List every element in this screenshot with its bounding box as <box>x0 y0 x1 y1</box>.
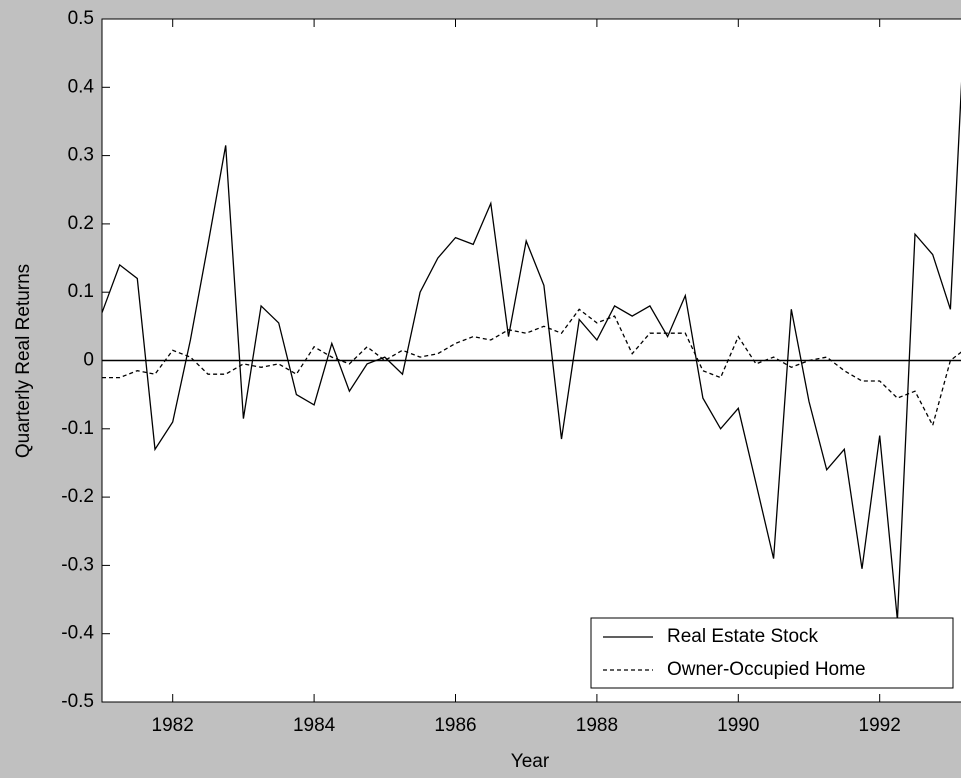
legend-label: Owner-Occupied Home <box>667 659 866 680</box>
legend-box <box>590 617 954 689</box>
y-tick-label: 0 <box>83 350 94 371</box>
y-tick-label: 0.4 <box>68 76 95 97</box>
y-tick-label: -0.5 <box>61 691 94 712</box>
y-tick-label: 0.3 <box>68 145 94 166</box>
y-tick-label: -0.4 <box>61 623 94 644</box>
y-tick-label: -0.3 <box>61 554 94 575</box>
series-line <box>102 81 961 621</box>
y-tick-label: 0.5 <box>68 8 94 29</box>
x-tick-label: 1990 <box>717 715 759 736</box>
y-tick-label: 0.1 <box>68 281 94 302</box>
y-axis-label: Quarterly Real Returns <box>13 264 34 458</box>
series-line <box>102 308 961 428</box>
x-tick-label: 1988 <box>576 715 618 736</box>
x-tick-label: 1984 <box>293 715 336 736</box>
x-tick-label: 1986 <box>434 715 476 736</box>
x-tick-label: 1992 <box>859 715 901 736</box>
y-tick-label: -0.2 <box>61 486 94 507</box>
y-tick-label: -0.1 <box>61 418 94 439</box>
y-tick-label: 0.2 <box>68 213 94 234</box>
x-tick-label: 1982 <box>152 715 194 736</box>
series-group <box>102 81 961 621</box>
x-axis-label: Year <box>511 751 550 772</box>
legend-label: Real Estate Stock <box>667 626 819 647</box>
